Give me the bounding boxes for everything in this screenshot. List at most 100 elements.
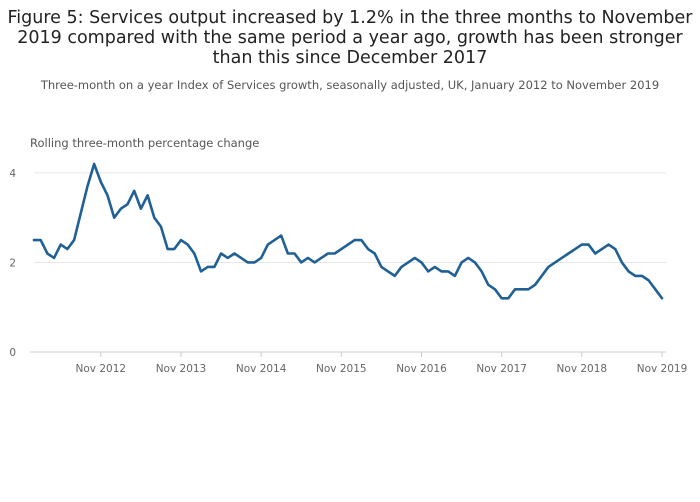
data-point <box>39 239 42 242</box>
data-point <box>574 248 577 251</box>
data-point <box>560 257 563 260</box>
data-point <box>400 266 403 269</box>
gridlines <box>34 172 666 263</box>
data-point <box>500 297 503 300</box>
data-point <box>393 275 396 278</box>
data-point <box>313 261 316 264</box>
chart-title: Figure 5: Services output increased by 1… <box>7 8 693 68</box>
data-point <box>53 257 56 260</box>
data-point <box>193 252 196 255</box>
data-point <box>434 266 437 269</box>
data-point <box>340 248 343 251</box>
series-points <box>33 163 664 300</box>
data-point <box>480 270 483 273</box>
data-point <box>447 270 450 273</box>
y-tick-label: 0 <box>9 347 16 359</box>
data-point <box>534 284 537 287</box>
data-point <box>267 243 270 246</box>
x-tick-label: Nov 2014 <box>236 363 287 375</box>
x-axis-ticks: Nov 2012 Nov 2013 Nov 2014 Nov 2015 Nov 2016… <box>76 352 688 375</box>
data-point <box>46 252 49 255</box>
y-axis-ticks: 0 2 4 <box>9 168 16 359</box>
data-point <box>140 207 143 210</box>
data-point <box>540 275 543 278</box>
x-tick-label: Nov 2013 <box>156 363 207 375</box>
y-axis-label: Rolling three-month percentage change <box>30 136 259 150</box>
data-point <box>333 252 336 255</box>
data-point <box>240 257 243 260</box>
data-point <box>200 270 203 273</box>
data-point <box>547 266 550 269</box>
data-point <box>146 194 149 197</box>
data-point <box>567 252 570 255</box>
chart-subtitle: Three-month on a year Index of Services … <box>40 78 660 92</box>
data-point <box>627 270 630 273</box>
data-point <box>113 216 116 219</box>
data-point <box>654 288 657 291</box>
data-point <box>647 279 650 282</box>
x-tick-label: Nov 2018 <box>557 363 608 375</box>
data-point <box>126 203 129 206</box>
data-point <box>300 261 303 264</box>
data-point <box>206 266 209 269</box>
x-tick-label: Nov 2016 <box>396 363 447 375</box>
y-tick-label: 2 <box>9 257 16 269</box>
data-point <box>213 266 216 269</box>
data-point <box>166 248 169 251</box>
data-point <box>79 212 82 215</box>
data-point <box>614 248 617 251</box>
data-point <box>353 239 356 242</box>
y-tick-label: 4 <box>9 168 16 180</box>
data-point <box>246 261 249 264</box>
data-point <box>360 239 363 242</box>
data-point <box>487 284 490 287</box>
data-point <box>220 252 223 255</box>
data-point <box>33 239 36 242</box>
data-point <box>160 225 163 228</box>
data-point <box>73 239 76 242</box>
x-tick-label: Nov 2012 <box>76 363 127 375</box>
data-point <box>474 261 477 264</box>
data-point <box>233 252 236 255</box>
data-point <box>106 194 109 197</box>
data-point <box>173 248 176 251</box>
data-point <box>307 257 310 260</box>
data-point <box>641 275 644 278</box>
data-point <box>420 261 423 264</box>
data-point <box>407 261 410 264</box>
data-point <box>601 248 604 251</box>
data-point <box>260 257 263 260</box>
data-point <box>273 239 276 242</box>
data-point <box>440 270 443 273</box>
data-point <box>93 163 96 166</box>
data-point <box>427 270 430 273</box>
data-point <box>494 288 497 291</box>
data-point <box>607 243 610 246</box>
data-point <box>373 252 376 255</box>
data-point <box>327 252 330 255</box>
data-point <box>527 288 530 291</box>
data-point <box>280 234 283 237</box>
series-line <box>32 162 664 300</box>
data-point <box>621 261 624 264</box>
data-point <box>587 243 590 246</box>
data-point <box>320 257 323 260</box>
data-point <box>414 257 417 260</box>
data-point <box>507 297 510 300</box>
data-point <box>226 257 229 260</box>
x-tick-label: Nov 2015 <box>316 363 367 375</box>
data-point <box>581 243 584 246</box>
data-point <box>634 275 637 278</box>
data-point <box>59 243 62 246</box>
data-point <box>460 261 463 264</box>
data-point <box>661 297 664 300</box>
x-tick-label: Nov 2019 <box>637 363 688 375</box>
data-point <box>153 216 156 219</box>
data-point <box>347 243 350 246</box>
data-point <box>293 252 296 255</box>
data-point <box>380 266 383 269</box>
data-point <box>133 190 136 193</box>
data-point <box>514 288 517 291</box>
x-tick-label: Nov 2017 <box>476 363 527 375</box>
data-point <box>387 270 390 273</box>
